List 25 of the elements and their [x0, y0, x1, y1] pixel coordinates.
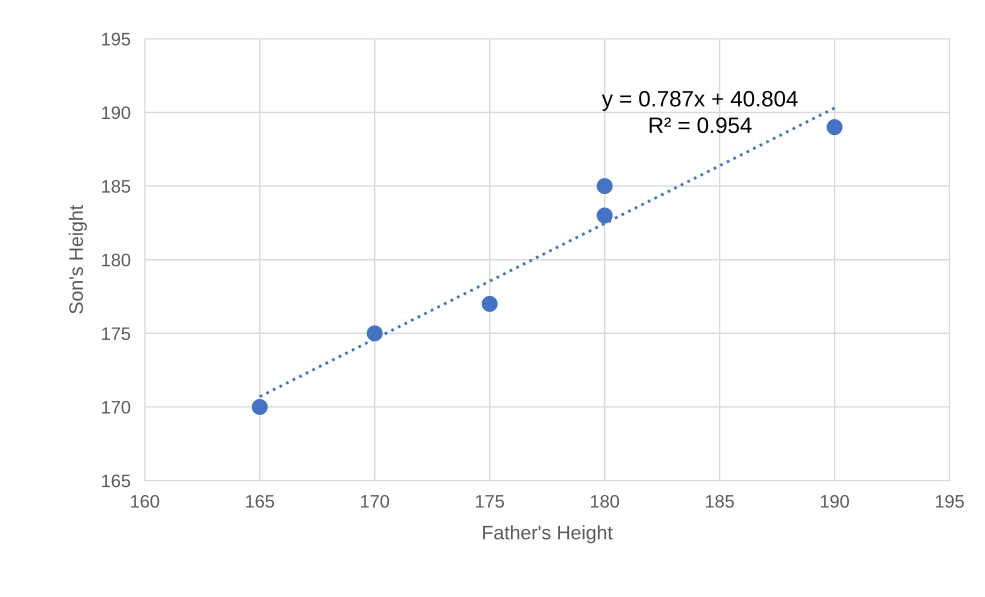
- y-tick-label: 185: [102, 180, 130, 193]
- x-tick-label: 180: [590, 494, 620, 508]
- point: [596, 178, 613, 194]
- point: [826, 119, 843, 136]
- y-tick-label: 175: [102, 327, 130, 340]
- annotation: y = 0.787x + 40.804: [602, 90, 798, 112]
- y-tick-label: 195: [102, 32, 130, 46]
- x-tick-label: 185: [706, 494, 734, 508]
- x-tick-label: 195: [936, 494, 964, 508]
- x-tick-label: 190: [820, 494, 849, 508]
- point: [252, 398, 268, 415]
- x-tick-label: 165: [246, 494, 274, 508]
- x-tick-label: 170: [361, 494, 390, 508]
- y-tick-label: 170: [102, 400, 130, 414]
- annotation: R² = 0.954: [650, 117, 752, 134]
- y-tick-label: 165: [102, 474, 130, 488]
- y-tick-label: 180: [102, 254, 130, 266]
- y-tick-label: 190: [102, 106, 130, 120]
- x-tick-label: 160: [131, 494, 160, 508]
- point: [596, 208, 613, 224]
- point: [482, 296, 498, 312]
- y-axis-title: Son's Height: [68, 205, 87, 314]
- point: [366, 325, 383, 342]
- x-tick-label: 175: [476, 495, 504, 508]
- x-axis-title: Father's Height: [483, 525, 613, 544]
